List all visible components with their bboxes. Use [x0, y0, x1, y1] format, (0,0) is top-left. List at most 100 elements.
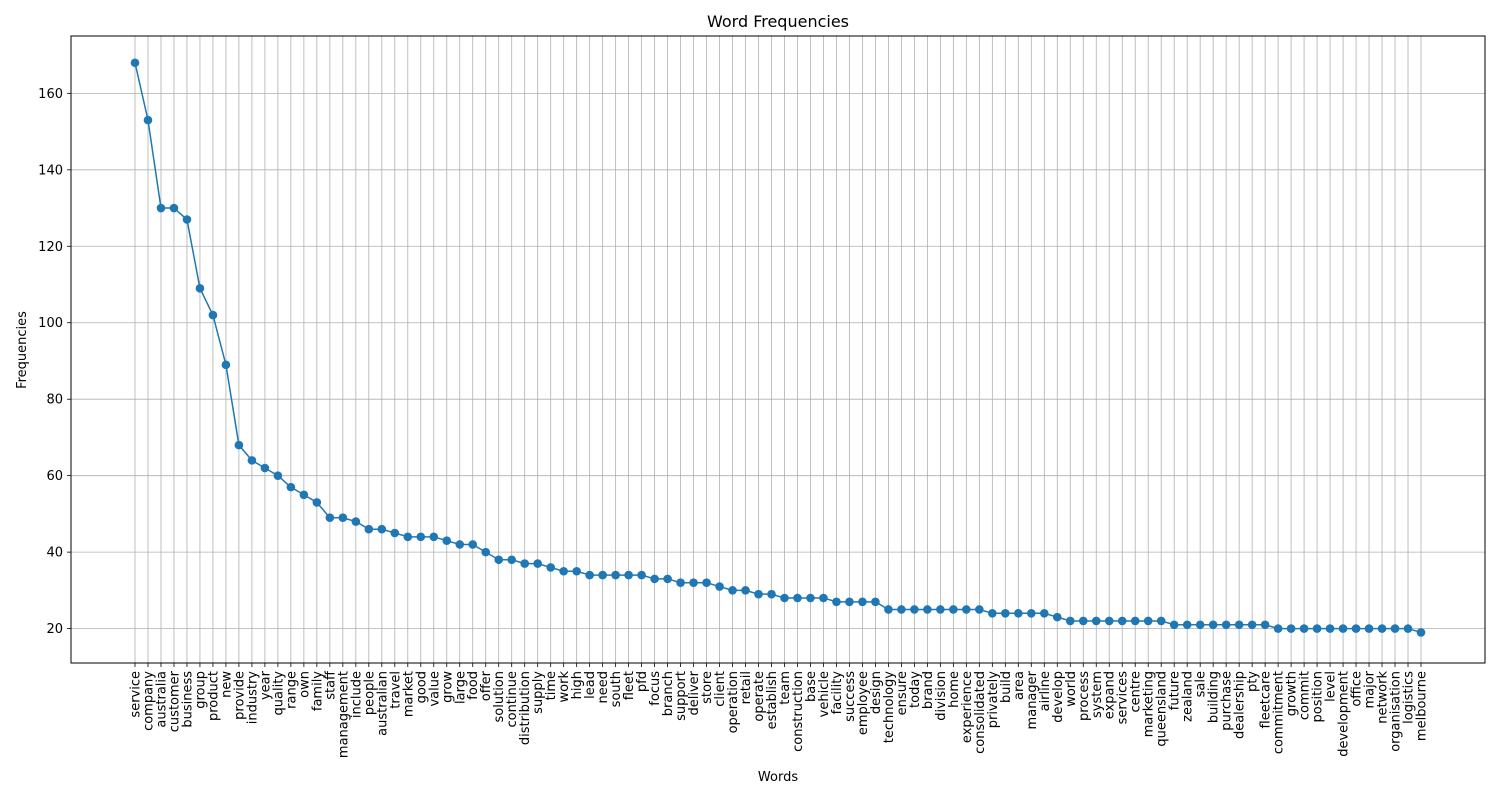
data-point — [130, 58, 140, 68]
data-point — [897, 605, 906, 614]
data-point — [975, 605, 984, 614]
x-tick-label: operation — [726, 671, 741, 733]
x-tick-label: develop — [1051, 671, 1066, 723]
x-tick-label: operate — [752, 671, 767, 722]
x-tick-label: area — [1012, 671, 1027, 700]
data-point — [1052, 612, 1062, 622]
data-point — [195, 284, 205, 293]
data-point — [767, 589, 776, 599]
data-point — [806, 593, 815, 603]
data-point — [1273, 624, 1283, 633]
x-tick-label: development — [1337, 671, 1352, 757]
data-point — [1260, 620, 1270, 630]
x-tick-label: pty — [1246, 671, 1261, 692]
chart-title: Word Frequencies — [707, 12, 849, 31]
y-tick-label: 160 — [38, 87, 63, 102]
data-point — [1130, 616, 1140, 626]
x-tick-label: centre — [1129, 671, 1144, 713]
data-point — [832, 597, 841, 607]
y-tick-label: 80 — [46, 393, 63, 408]
data-point — [1364, 624, 1374, 633]
x-tick-label: quality — [271, 671, 286, 716]
data-point — [390, 528, 400, 538]
x-tick-label: manager — [1025, 670, 1040, 729]
x-tick-label: focus — [648, 671, 663, 706]
data-point — [546, 563, 555, 572]
x-tick-label: good — [414, 671, 429, 703]
data-point — [793, 593, 802, 603]
data-point — [1338, 624, 1348, 633]
x-tick-label: australian — [375, 671, 390, 736]
data-point — [624, 570, 633, 580]
x-tick-label: large — [453, 671, 468, 704]
data-point — [1104, 616, 1114, 626]
x-tick-label: south — [609, 671, 624, 707]
x-tick-label: offer — [479, 670, 494, 701]
x-tick-label: continue — [505, 671, 520, 728]
y-tick-label: 60 — [46, 469, 63, 484]
x-tick-label: organisation — [1389, 671, 1404, 752]
y-tick-label: 40 — [46, 546, 63, 561]
data-point — [819, 593, 828, 603]
x-tick-label: need — [596, 671, 611, 704]
data-point — [1117, 616, 1127, 626]
x-tick-label: future — [1168, 671, 1183, 710]
x-tick-label: group — [193, 671, 208, 709]
data-point — [1403, 624, 1413, 633]
x-tick-label: pfd — [635, 671, 650, 692]
data-point — [234, 440, 244, 450]
x-tick-label: lead — [583, 671, 598, 699]
x-tick-label: business — [180, 671, 195, 728]
data-point — [325, 513, 335, 523]
data-point — [559, 566, 568, 576]
x-tick-label: industry — [245, 671, 260, 725]
data-point — [143, 115, 153, 125]
x-tick-label: year — [258, 670, 273, 700]
data-point — [845, 597, 854, 607]
x-tick-label: australia — [154, 671, 169, 728]
y-tick-label: 120 — [38, 240, 63, 255]
data-point — [1143, 616, 1153, 626]
x-axis-label: Words — [758, 770, 798, 785]
data-point — [988, 609, 997, 618]
data-point — [1416, 628, 1426, 637]
data-point — [1169, 620, 1179, 630]
x-tick-label: travel — [388, 671, 403, 709]
y-axis-label: Frequencies — [15, 311, 30, 389]
x-tick-label: zealand — [1181, 671, 1196, 722]
x-tick-label: services — [1116, 671, 1131, 725]
x-tick-label: brand — [921, 671, 936, 709]
data-point — [598, 570, 607, 580]
x-tick-label: management — [336, 671, 351, 758]
data-point — [455, 540, 465, 549]
data-point — [1221, 620, 1231, 630]
x-tick-label: distribution — [518, 671, 533, 745]
data-point — [1312, 624, 1322, 633]
data-point — [520, 559, 529, 568]
series-line — [134, 62, 1422, 634]
x-tick-label: include — [349, 671, 364, 718]
x-tick-label: melbourne — [1415, 671, 1430, 741]
data-point — [468, 540, 478, 549]
data-point — [403, 532, 413, 542]
data-point — [676, 578, 685, 588]
data-point — [1299, 624, 1309, 633]
x-tick-label: high — [570, 671, 585, 699]
data-point — [637, 570, 646, 580]
data-point — [1027, 609, 1036, 618]
x-tick-label: facility — [830, 671, 845, 715]
x-tick-label: work — [557, 671, 572, 703]
data-point — [1001, 609, 1010, 618]
data-series — [130, 58, 1426, 637]
x-tick-label: network — [1376, 671, 1391, 724]
x-tick-label: technology — [882, 671, 897, 743]
x-tick-label: service — [129, 671, 144, 718]
x-tick-label: provide — [232, 671, 247, 720]
data-point — [351, 517, 361, 526]
x-tick-label: product — [206, 671, 221, 721]
y-axis: 20 40 60 80 100 120 140 160 — [38, 87, 71, 637]
x-tick-label: client — [713, 671, 728, 707]
data-point — [182, 215, 192, 224]
